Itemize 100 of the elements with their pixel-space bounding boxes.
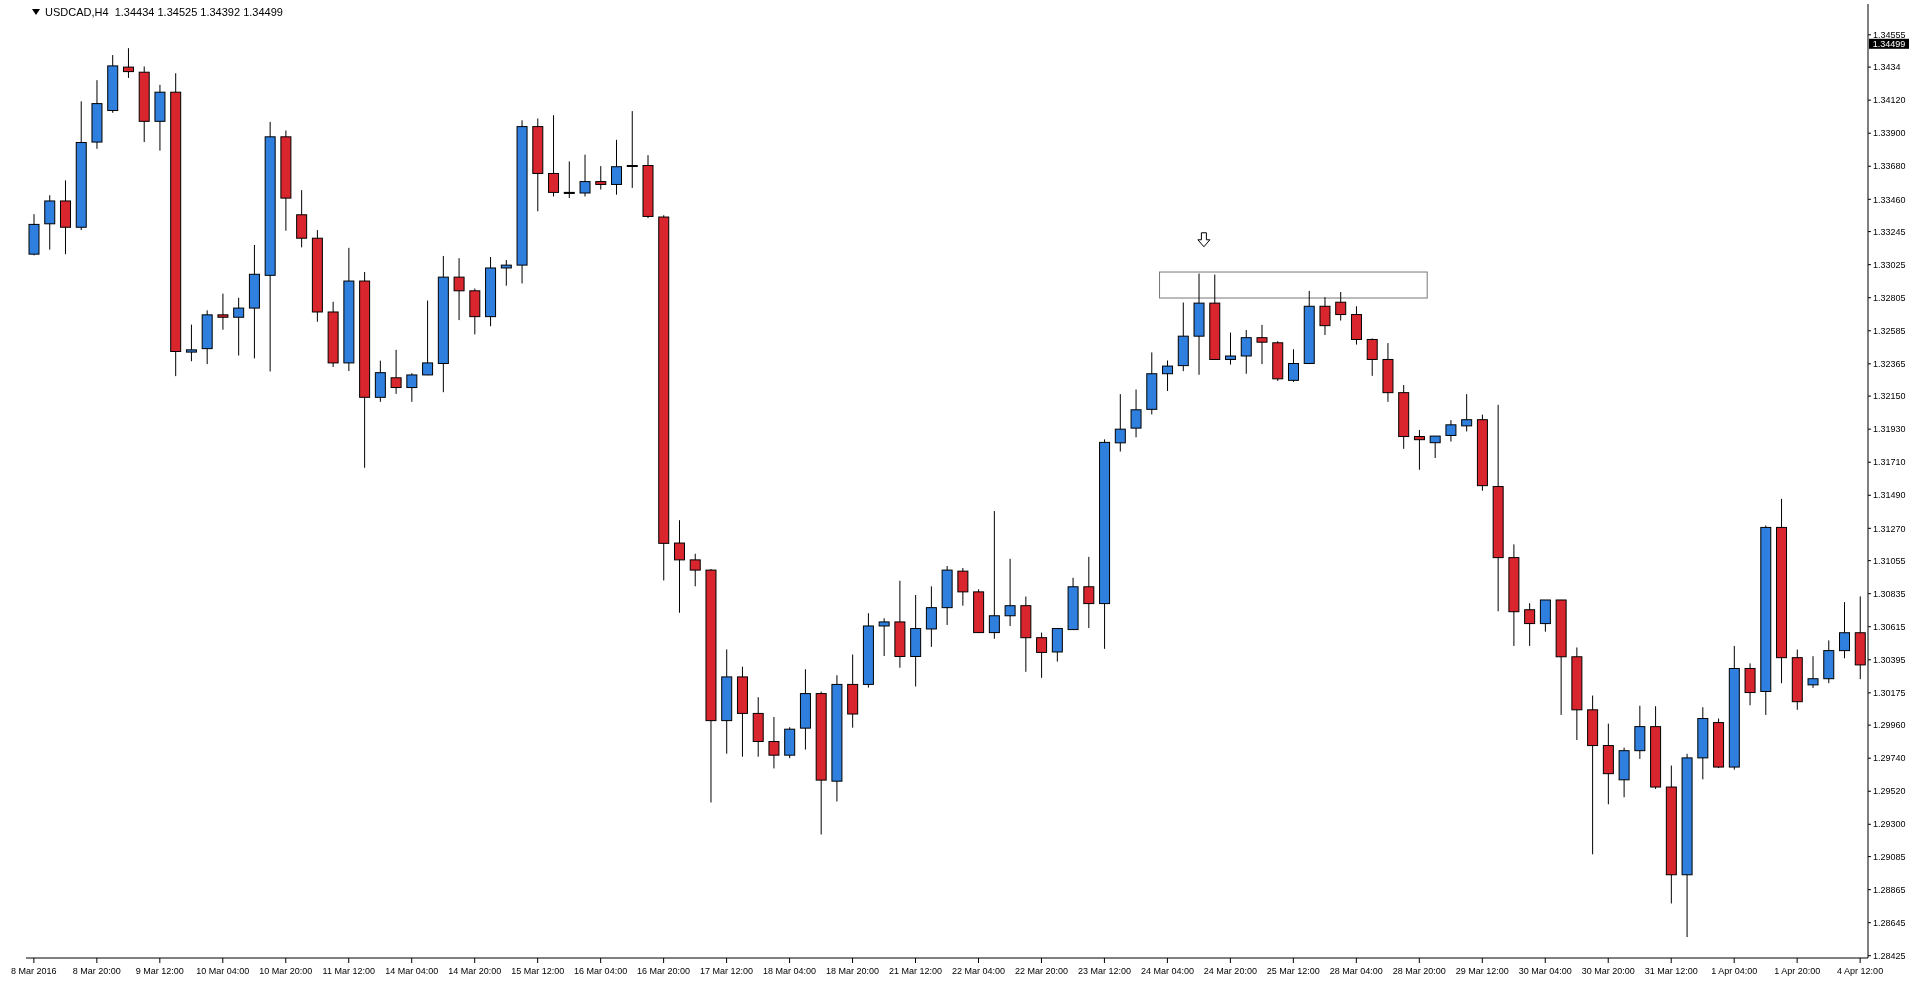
candlestick <box>1051 628 1063 663</box>
candlestick <box>595 165 607 191</box>
candlestick <box>1036 632 1048 679</box>
candlestick <box>217 293 229 331</box>
y-tick-label: 1.33245 <box>1873 226 1906 237</box>
y-tick-label: 1.32150 <box>1873 391 1906 402</box>
candlestick <box>1114 393 1126 453</box>
candlestick <box>500 259 512 287</box>
candlestick <box>1240 329 1252 375</box>
x-tick-label: 28 Mar 04:00 <box>1329 966 1383 976</box>
x-tick-label: 14 Mar 20:00 <box>448 966 502 976</box>
y-tick-label: 1.29520 <box>1873 786 1906 797</box>
y-tick-label: 1.28865 <box>1873 884 1906 895</box>
candlestick <box>1287 348 1299 383</box>
candlestick <box>1807 655 1819 689</box>
candlestick <box>548 114 560 197</box>
candlestick <box>453 257 465 321</box>
x-tick-label: 17 Mar 12:00 <box>700 966 754 976</box>
x-tick-label: 8 Mar 20:00 <box>72 966 121 976</box>
candlestick <box>689 553 701 587</box>
x-tick-label: 16 Mar 04:00 <box>574 966 628 976</box>
candlestick <box>626 110 638 189</box>
y-tick-label: 1.34120 <box>1873 95 1906 106</box>
y-tick-label: 1.30395 <box>1873 654 1906 665</box>
candlestick <box>296 189 308 248</box>
candlestick <box>673 519 685 614</box>
candlestick <box>1366 337 1378 377</box>
y-tick-label: 1.28645 <box>1873 917 1906 928</box>
x-tick-label: 30 Mar 04:00 <box>1518 966 1572 976</box>
x-tick-label: 8 Mar 2016 <box>11 966 57 976</box>
y-tick-label: 1.29300 <box>1873 819 1906 830</box>
y-tick-label: 1.31490 <box>1873 490 1906 501</box>
candlestick <box>1445 419 1457 443</box>
y-tick-label: 1.32805 <box>1873 292 1906 303</box>
candlestick <box>390 349 402 395</box>
x-tick-label: 29 Mar 12:00 <box>1455 966 1509 976</box>
y-tick-label: 1.33460 <box>1873 194 1906 205</box>
candlestick <box>1461 393 1473 432</box>
y-tick-label: 1.31930 <box>1873 424 1906 435</box>
y-tick-label: 1.30175 <box>1873 688 1906 699</box>
y-tick-label: 1.31710 <box>1873 457 1906 468</box>
y-tick-label: 1.32365 <box>1873 359 1906 370</box>
y-tick-label: 1.29960 <box>1873 720 1906 731</box>
candlestick <box>1539 599 1551 633</box>
x-tick-label: 9 Mar 12:00 <box>135 966 184 976</box>
x-tick-label: 23 Mar 12:00 <box>1077 966 1131 976</box>
x-tick-label: 18 Mar 04:00 <box>763 966 817 976</box>
x-tick-label: 10 Mar 20:00 <box>259 966 313 976</box>
y-tick-label: 1.29085 <box>1873 851 1906 862</box>
x-tick-label: 25 Mar 12:00 <box>1266 966 1320 976</box>
candlestick <box>925 585 937 648</box>
y-tick-label: 1.32585 <box>1873 325 1906 336</box>
candlestick <box>579 154 591 197</box>
x-tick-label: 16 Mar 20:00 <box>637 966 691 976</box>
x-tick-label: 1 Apr 04:00 <box>1711 966 1758 976</box>
candlestick <box>1335 291 1347 322</box>
text: 1.34499 <box>1872 39 1906 50</box>
candlestick <box>1429 435 1441 459</box>
candlestick <box>1004 558 1016 627</box>
candlestick <box>988 510 1000 640</box>
candlestick <box>1413 429 1425 471</box>
candlestick <box>1130 389 1142 438</box>
y-tick-label: 1.34555 <box>1873 29 1906 40</box>
x-tick-label: 1 Apr 20:00 <box>1774 966 1821 976</box>
x-tick-label: 10 Mar 04:00 <box>196 966 250 976</box>
x-tick-label: 21 Mar 12:00 <box>888 966 943 976</box>
chart-title: USDCAD,H4 1.34434 1.34525 1.34392 1.34499 <box>45 6 283 18</box>
candlestick <box>1524 602 1536 647</box>
candlestick <box>422 300 434 376</box>
x-tick-label: 11 Mar 12:00 <box>322 966 375 976</box>
candlestick <box>611 139 623 196</box>
y-tick-label: 1.28425 <box>1873 950 1906 961</box>
candlestick <box>1839 601 1851 659</box>
candlestick <box>185 324 197 362</box>
x-tick-label: 24 Mar 20:00 <box>1203 966 1257 976</box>
x-tick-label: 18 Mar 20:00 <box>826 966 880 976</box>
x-tick-label: 4 Apr 12:00 <box>1837 966 1884 976</box>
candlestick <box>1162 360 1174 392</box>
y-tick-label: 1.33025 <box>1873 259 1906 270</box>
candlestick <box>233 297 245 357</box>
x-tick-label: 14 Mar 04:00 <box>385 966 439 976</box>
y-tick-label: 1.30835 <box>1873 588 1906 599</box>
candlestick <box>1256 324 1268 365</box>
y-tick-label: 1.33900 <box>1873 128 1906 139</box>
y-tick-label: 1.30615 <box>1873 621 1906 632</box>
y-tick-label: 1.31055 <box>1873 555 1906 566</box>
x-tick-label: 31 Mar 12:00 <box>1644 966 1698 976</box>
candlestick <box>1083 556 1095 629</box>
candlestick <box>1225 332 1237 366</box>
y-tick-label: 1.3434 <box>1873 62 1901 73</box>
x-tick-label: 22 Mar 20:00 <box>1014 966 1068 976</box>
candlestick <box>406 372 418 403</box>
candlestick <box>563 160 575 199</box>
x-tick-label: 30 Mar 20:00 <box>1581 966 1635 976</box>
candlestick <box>768 716 780 769</box>
y-tick-label: 1.33680 <box>1873 161 1906 172</box>
candlestick <box>44 194 56 251</box>
x-tick-label: 22 Mar 04:00 <box>951 966 1006 976</box>
x-tick-label: 15 Mar 12:00 <box>511 966 565 976</box>
candlestick <box>1319 296 1331 336</box>
